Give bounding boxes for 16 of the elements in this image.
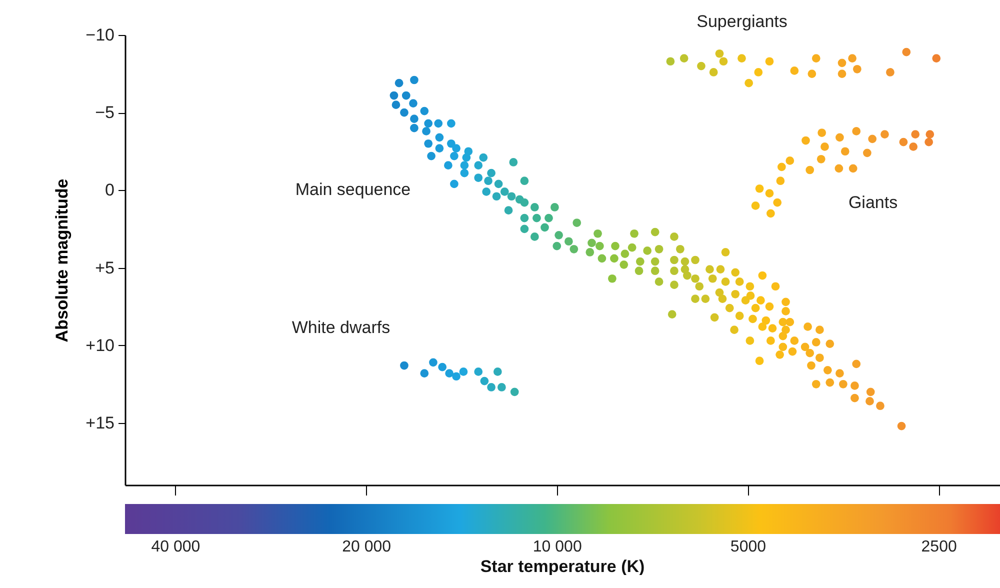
x-tick-label: 20 000	[342, 538, 392, 556]
annotation: Giants	[848, 193, 898, 212]
annotation: Main sequence	[295, 180, 411, 199]
text: Supergiants	[696, 12, 788, 31]
x-tick-label: 10 000	[532, 538, 582, 556]
y-tick-label: −10	[86, 26, 114, 44]
y-tick-label: +10	[86, 336, 114, 355]
y-tick-label: +5	[95, 258, 114, 278]
x-tick-label: 40 000	[151, 538, 200, 556]
annotation: White dwarfs	[292, 318, 390, 337]
x-tick-label: 2500	[921, 538, 957, 556]
y-tick-label: +15	[86, 413, 114, 432]
y-tick-label: 0	[105, 180, 114, 200]
y-axis-title: Absolute magnitude	[52, 178, 72, 342]
x-tick-label: 5000	[730, 538, 766, 556]
y-tick-label: −5	[95, 103, 114, 122]
